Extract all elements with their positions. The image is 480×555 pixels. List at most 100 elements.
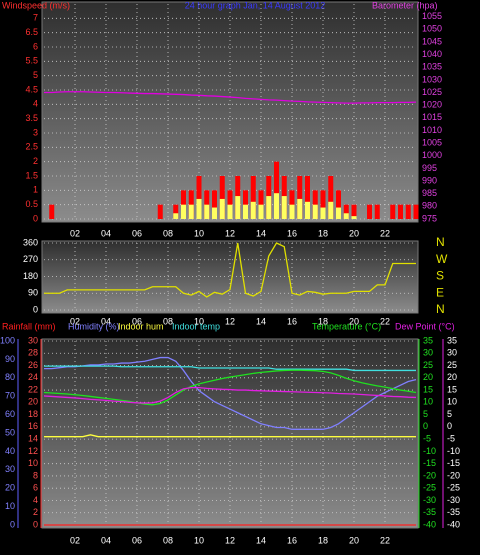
y-tick-label: 0 bbox=[423, 421, 428, 431]
bar bbox=[212, 207, 217, 219]
bar bbox=[196, 176, 202, 219]
y-tick-label: 18 bbox=[28, 409, 38, 419]
bar bbox=[305, 201, 310, 219]
y-tick-label: 1 bbox=[33, 185, 38, 195]
bar bbox=[398, 204, 403, 219]
y-tick-label: 70 bbox=[5, 391, 15, 401]
y-tick-label: 0 bbox=[33, 213, 38, 223]
x-tick-label: 16 bbox=[287, 535, 297, 545]
y-tick-label: 4 bbox=[33, 99, 38, 109]
bar bbox=[173, 204, 179, 219]
series-line bbox=[44, 434, 416, 438]
bar bbox=[258, 204, 264, 219]
y-tick-label: 2 bbox=[33, 507, 38, 517]
bar bbox=[181, 190, 186, 219]
y-tick-label: 35 bbox=[423, 335, 433, 345]
x-tick-label: 08 bbox=[163, 535, 173, 545]
x-tick-label: 22 bbox=[380, 535, 390, 545]
y-tick-label: 0.5 bbox=[25, 199, 38, 209]
y-tick-label: -35 bbox=[423, 507, 436, 517]
x-tick-label: 10 bbox=[194, 228, 204, 238]
bar bbox=[281, 196, 287, 219]
legend-label: Temperature (°C) bbox=[312, 321, 381, 331]
y-tick-label: 10 bbox=[5, 501, 15, 511]
x-tick-label: 12 bbox=[225, 316, 235, 326]
y-tick-label: 40 bbox=[5, 446, 15, 456]
x-tick-label: 12 bbox=[225, 228, 235, 238]
legend-label: Dew Point (°C) bbox=[395, 321, 455, 331]
baro-axis-title: Barometer (hpa) bbox=[372, 0, 438, 10]
y-tick-label: 30 bbox=[423, 348, 433, 358]
y-tick-label: 4 bbox=[33, 495, 38, 505]
y-tick-label: 20 bbox=[423, 372, 433, 382]
y-tick-label: 6.5 bbox=[25, 27, 38, 37]
bar bbox=[367, 204, 372, 219]
y-tick-label: 1035 bbox=[422, 62, 442, 72]
direction-panel bbox=[41, 240, 419, 314]
y-tick-label: W bbox=[436, 252, 448, 266]
x-tick-label: 20 bbox=[349, 535, 359, 545]
bar bbox=[297, 198, 303, 219]
y-tick-label: 1010 bbox=[422, 125, 442, 135]
y-tick-label: 16 bbox=[28, 421, 38, 431]
bar bbox=[343, 213, 349, 219]
y-tick-label: 985 bbox=[422, 188, 437, 198]
bar bbox=[235, 196, 241, 219]
bar bbox=[336, 207, 341, 219]
y-tick-label: 20 bbox=[28, 397, 38, 407]
y-tick-label: -5 bbox=[447, 434, 455, 444]
y-tick-label: 25 bbox=[447, 360, 457, 370]
y-tick-label: 270 bbox=[23, 254, 38, 264]
y-tick-label: 975 bbox=[422, 213, 437, 223]
y-tick-label: 24 bbox=[28, 372, 38, 382]
chart-title: 24 hour graph Jan, 14 August 2012 bbox=[185, 0, 326, 10]
bar bbox=[250, 176, 256, 219]
legend-label: Indoor temp bbox=[172, 321, 220, 331]
bar bbox=[320, 207, 326, 219]
y-tick-label: 26 bbox=[28, 360, 38, 370]
bar bbox=[328, 176, 334, 219]
y-tick-label: 3 bbox=[33, 127, 38, 137]
x-tick-label: 20 bbox=[349, 228, 359, 238]
y-tick-label: 180 bbox=[23, 271, 38, 281]
x-tick-label: 02 bbox=[70, 228, 80, 238]
y-tick-label: 28 bbox=[28, 348, 38, 358]
y-tick-label: 7 bbox=[33, 13, 38, 23]
y-tick-label: 30 bbox=[447, 348, 457, 358]
bar bbox=[328, 201, 334, 219]
legend-label: Humidity (%) bbox=[68, 321, 120, 331]
bar bbox=[204, 204, 210, 219]
bar bbox=[343, 204, 349, 219]
x-tick-label: 22 bbox=[380, 228, 390, 238]
bar bbox=[374, 204, 380, 219]
y-tick-label: 990 bbox=[422, 175, 437, 185]
x-tick-label: 10 bbox=[194, 316, 204, 326]
y-tick-label: 12 bbox=[28, 446, 38, 456]
x-tick-label: 06 bbox=[132, 316, 142, 326]
bar bbox=[227, 190, 233, 219]
x-tick-label: 06 bbox=[132, 535, 142, 545]
x-tick-label: 04 bbox=[101, 535, 111, 545]
x-tick-label: 20 bbox=[349, 316, 359, 326]
y-tick-label: 25 bbox=[423, 360, 433, 370]
bar bbox=[212, 190, 217, 219]
bar bbox=[219, 198, 225, 219]
wind-axis-title: Windspeed (m/s) bbox=[2, 0, 70, 10]
series-line bbox=[44, 242, 416, 298]
y-tick-label: 0 bbox=[33, 304, 38, 314]
y-tick-label: -25 bbox=[423, 483, 436, 493]
series-line bbox=[43, 386, 417, 404]
y-tick-label: 4.5 bbox=[25, 84, 38, 94]
y-tick-label: 20 bbox=[5, 483, 15, 493]
x-tick-label: 10 bbox=[194, 535, 204, 545]
y-tick-label: -15 bbox=[423, 458, 436, 468]
y-tick-label: 100 bbox=[0, 335, 15, 345]
y-tick-label: 90 bbox=[28, 288, 38, 298]
x-tick-label: 18 bbox=[318, 535, 328, 545]
y-tick-label: 0 bbox=[10, 519, 15, 529]
y-tick-label: -20 bbox=[447, 470, 460, 480]
y-tick-label: 1000 bbox=[422, 150, 442, 160]
bar bbox=[305, 176, 310, 219]
bar bbox=[405, 204, 411, 219]
